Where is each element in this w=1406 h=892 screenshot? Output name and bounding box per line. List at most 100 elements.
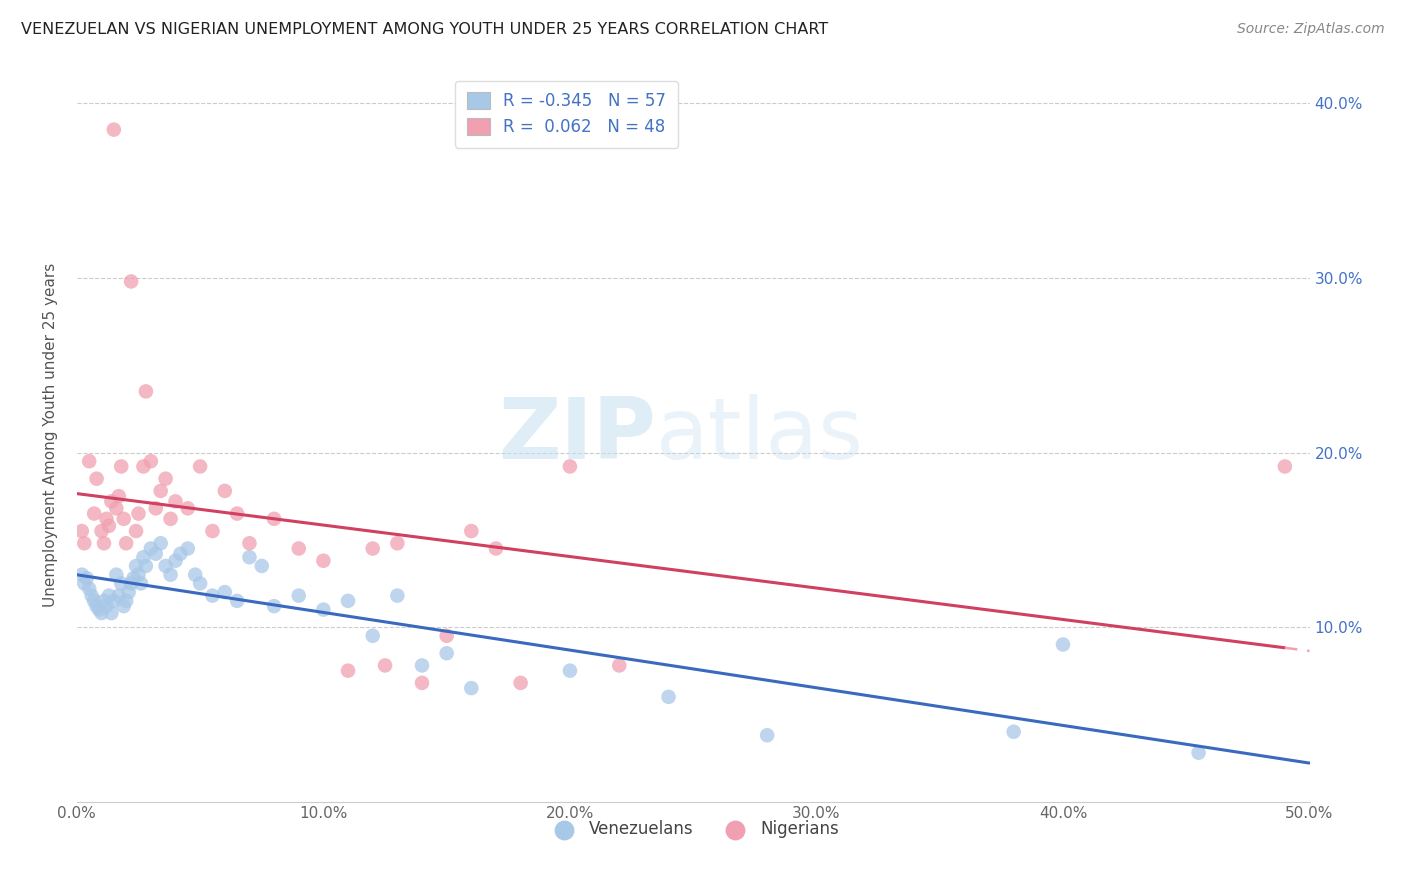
Point xyxy=(86,599,108,613)
Point xyxy=(103,594,125,608)
Point xyxy=(201,524,224,538)
Text: VENEZUELAN VS NIGERIAN UNEMPLOYMENT AMONG YOUTH UNDER 25 YEARS CORRELATION CHART: VENEZUELAN VS NIGERIAN UNEMPLOYMENT AMON… xyxy=(21,22,828,37)
Point xyxy=(337,664,360,678)
Point xyxy=(509,676,531,690)
Point xyxy=(107,589,129,603)
Point xyxy=(100,494,122,508)
Point xyxy=(169,547,191,561)
Point xyxy=(120,576,142,591)
Point xyxy=(1052,638,1074,652)
Point xyxy=(312,602,335,616)
Point xyxy=(607,658,630,673)
Point xyxy=(287,589,309,603)
Point xyxy=(165,554,187,568)
Point xyxy=(73,536,96,550)
Point xyxy=(177,541,200,556)
Text: ZIP: ZIP xyxy=(499,393,657,476)
Point xyxy=(149,536,172,550)
Point xyxy=(226,507,249,521)
Point xyxy=(657,690,679,704)
Point xyxy=(387,536,409,550)
Y-axis label: Unemployment Among Youth under 25 years: Unemployment Among Youth under 25 years xyxy=(44,263,58,607)
Point xyxy=(214,585,236,599)
Point xyxy=(76,571,98,585)
Point xyxy=(112,599,135,613)
Point xyxy=(120,275,142,289)
Point xyxy=(86,472,108,486)
Point xyxy=(77,582,100,596)
Point xyxy=(312,554,335,568)
Point xyxy=(149,483,172,498)
Point xyxy=(115,536,138,550)
Point xyxy=(105,501,128,516)
Point xyxy=(96,512,118,526)
Point xyxy=(125,558,148,573)
Point xyxy=(93,594,115,608)
Legend: Venezuelans, Nigerians: Venezuelans, Nigerians xyxy=(541,814,846,845)
Point xyxy=(238,550,260,565)
Point xyxy=(188,459,211,474)
Point xyxy=(132,459,155,474)
Point xyxy=(460,524,482,538)
Point xyxy=(485,541,508,556)
Point xyxy=(90,606,112,620)
Point xyxy=(70,567,93,582)
Point xyxy=(139,541,162,556)
Point xyxy=(128,507,150,521)
Point xyxy=(122,571,145,585)
Point xyxy=(129,576,152,591)
Point xyxy=(214,483,236,498)
Point xyxy=(436,629,458,643)
Point xyxy=(374,658,396,673)
Point xyxy=(135,558,157,573)
Point xyxy=(83,507,105,521)
Point xyxy=(1274,459,1296,474)
Point xyxy=(361,629,384,643)
Point xyxy=(558,664,581,678)
Point xyxy=(117,585,139,599)
Point xyxy=(125,524,148,538)
Point xyxy=(411,658,433,673)
Point xyxy=(105,567,128,582)
Point xyxy=(97,589,120,603)
Point xyxy=(83,594,105,608)
Point xyxy=(139,454,162,468)
Point xyxy=(87,602,110,616)
Point xyxy=(460,681,482,695)
Point xyxy=(387,589,409,603)
Point xyxy=(110,459,132,474)
Point xyxy=(756,728,779,742)
Point xyxy=(90,524,112,538)
Point xyxy=(77,454,100,468)
Point xyxy=(558,459,581,474)
Point xyxy=(411,676,433,690)
Point xyxy=(128,567,150,582)
Point xyxy=(238,536,260,550)
Point xyxy=(361,541,384,556)
Point xyxy=(337,594,360,608)
Point xyxy=(165,494,187,508)
Point xyxy=(155,472,177,486)
Point xyxy=(110,576,132,591)
Point xyxy=(103,122,125,136)
Point xyxy=(159,567,181,582)
Point xyxy=(1187,746,1209,760)
Point xyxy=(184,567,207,582)
Point xyxy=(70,524,93,538)
Point xyxy=(73,576,96,591)
Point xyxy=(155,558,177,573)
Point xyxy=(80,589,103,603)
Point xyxy=(250,558,273,573)
Point xyxy=(1002,724,1025,739)
Point xyxy=(159,512,181,526)
Point xyxy=(145,547,167,561)
Point xyxy=(177,501,200,516)
Point xyxy=(112,512,135,526)
Point xyxy=(96,599,118,613)
Point xyxy=(132,550,155,565)
Point xyxy=(145,501,167,516)
Point xyxy=(263,599,285,613)
Point xyxy=(201,589,224,603)
Text: atlas: atlas xyxy=(657,393,865,476)
Point xyxy=(188,576,211,591)
